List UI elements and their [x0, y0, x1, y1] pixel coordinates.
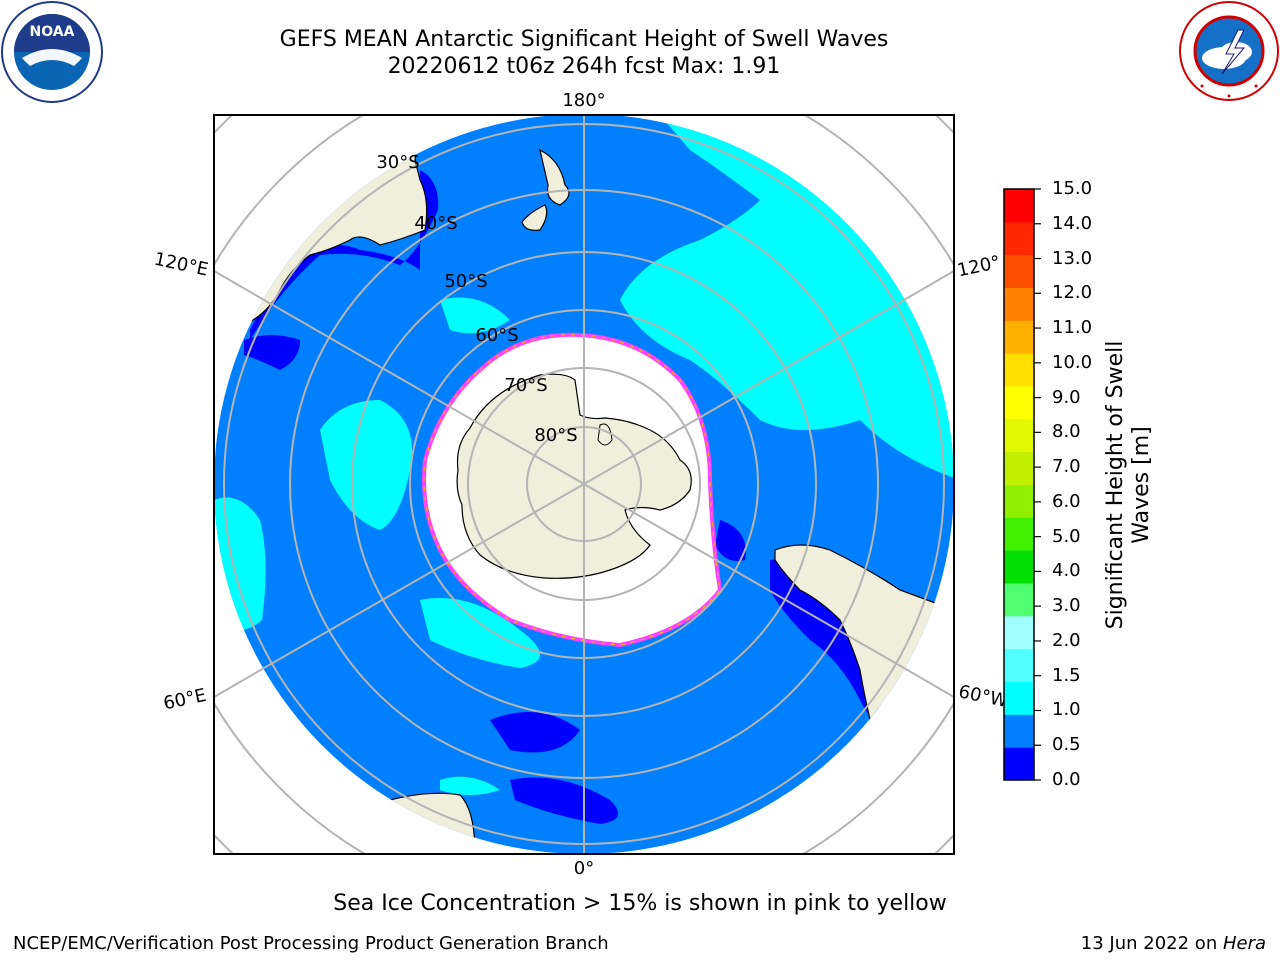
colorbar-swatch — [1004, 583, 1034, 617]
colorbar-swatch — [1004, 254, 1034, 288]
colorbar-tick-label: 8.0 — [1052, 421, 1081, 443]
colorbar-tick-label: 0.0 — [1052, 769, 1081, 790]
colorbar-tick-label: 14.0 — [1052, 212, 1093, 234]
map-subtitle: 20220612 t06z 264h fcst Max: 1.91 — [387, 54, 781, 79]
nws-logo — [1179, 1, 1279, 101]
outer-graticule — [214, 115, 954, 854]
lon-label-120e: 120°E — [152, 249, 210, 281]
colorbar-label: Significant Height of Swell Waves [m] — [1103, 340, 1154, 630]
lon-label-0: 0° — [574, 858, 594, 879]
colorbar-tick-label: 4.0 — [1052, 560, 1081, 582]
colorbar-tick-label: 11.0 — [1052, 317, 1093, 339]
lat-label-30s: 30°S — [376, 152, 419, 173]
date-text: 13 Jun 2022 on Hera — [1080, 933, 1266, 954]
colorbar-swatch — [1004, 648, 1034, 682]
colorbar-swatch — [1004, 353, 1034, 387]
colorbar-tick-label: 3.0 — [1052, 595, 1081, 617]
colorbar-tick-label: 9.0 — [1052, 386, 1081, 408]
colorbar-tick-label: 6.0 — [1052, 490, 1081, 512]
colorbar-swatch — [1004, 550, 1034, 584]
colorbar-tick-label: 13.0 — [1052, 247, 1093, 269]
colorbar-swatch — [1004, 287, 1034, 321]
lat-label-70s: 70°S — [504, 375, 547, 396]
colorbar-swatch — [1004, 615, 1034, 650]
colorbar-tick-label: 5.0 — [1052, 525, 1081, 547]
colorbar-swatch — [1004, 320, 1034, 354]
machine-name: Hera — [1222, 933, 1266, 954]
colorbar-swatch — [1004, 714, 1034, 748]
lon-label-60e: 60°E — [162, 685, 209, 715]
lon-label-60w: 60°W — [957, 681, 1010, 712]
lon-label-180: 180° — [562, 90, 605, 111]
svg-text:NOAA: NOAA — [30, 24, 75, 40]
swell-region-north — [440, 297, 510, 334]
graticule — [223, 115, 945, 854]
colorbar-swatch — [1004, 418, 1034, 453]
lat-label-80s: 80°S — [534, 425, 577, 446]
colorbar-tick-label: 15.0 — [1052, 178, 1093, 199]
map-title: GEFS MEAN Antarctic Significant Height o… — [279, 27, 889, 52]
map-frame — [213, 114, 955, 855]
colorbar-swatch — [1004, 484, 1034, 518]
colorbar-swatch — [1004, 517, 1034, 551]
colorbar-tick-label: 0.5 — [1052, 734, 1081, 756]
colorbar-tick-label: 1.5 — [1052, 664, 1081, 686]
lat-label-60s: 60°S — [475, 325, 518, 346]
colorbar-swatch — [1004, 386, 1034, 420]
credit-text: NCEP/EMC/Verification Post Processing Pr… — [13, 933, 609, 954]
colorbar-swatch — [1004, 451, 1034, 485]
land-new-zealand — [521, 148, 570, 231]
swell-region-indian — [320, 400, 412, 530]
colorbar-tick-label: 12.0 — [1052, 282, 1093, 304]
colorbar-swatch — [1004, 747, 1034, 781]
colorbar-swatch — [1004, 189, 1034, 223]
lon-label-120w: 120° — [955, 252, 1002, 282]
lat-label-40s: 40°S — [414, 213, 457, 234]
swell-region-south — [420, 598, 540, 668]
colorbar-swatch — [1004, 221, 1034, 256]
colorbar-frame — [1003, 188, 1035, 781]
low-swell-south — [490, 712, 580, 753]
colorbar-tick-label: 7.0 — [1052, 456, 1081, 478]
colorbar — [1003, 188, 1041, 781]
sea-ice-note: Sea Ice Concentration > 15% is shown in … — [333, 891, 947, 916]
colorbar-tick-label: 1.0 — [1052, 699, 1081, 721]
noaa-logo: NOAA — [1, 1, 103, 103]
colorbar-tick-label: 10.0 — [1052, 351, 1093, 373]
colorbar-swatch — [1004, 681, 1034, 715]
colorbar-tick-label: 2.0 — [1052, 629, 1081, 651]
lat-label-50s: 50°S — [444, 271, 487, 292]
